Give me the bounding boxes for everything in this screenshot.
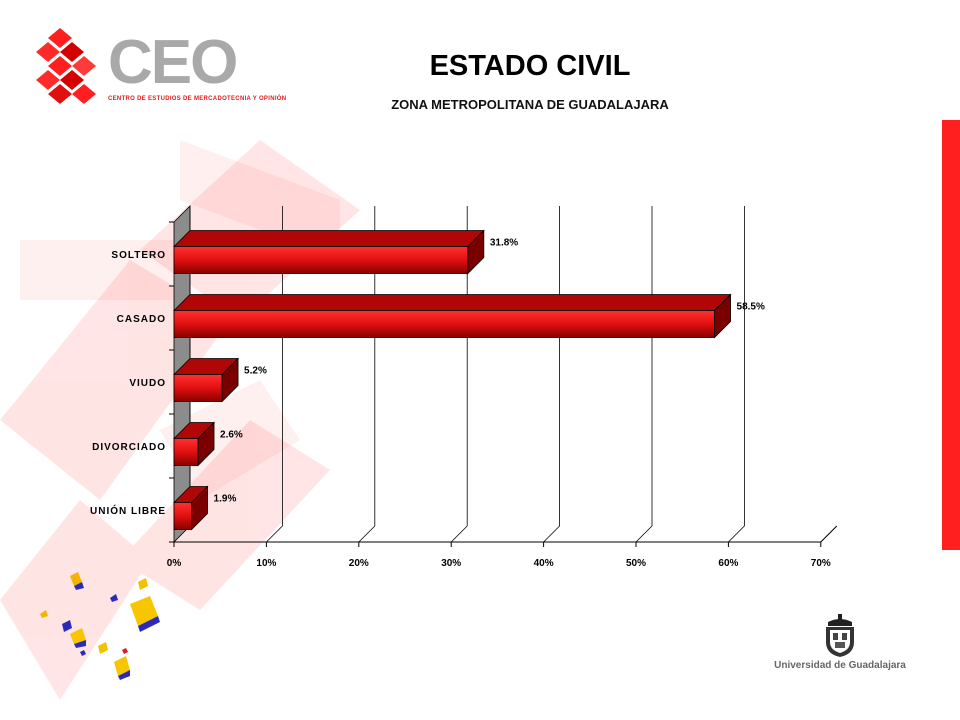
data-labels: 31.8% 58.5% 5.2% 2.6% 1.9% xyxy=(214,238,765,505)
udg-logo-text: Universidad de Guadalajara xyxy=(774,660,906,671)
gridline-foot xyxy=(266,525,283,543)
y-axis-labels: SOLTERO CASADO VIUDO DIVORCIADO UNIÓN LIBRE xyxy=(90,250,166,517)
y-axis-label: UNIÓN LIBRE xyxy=(90,504,166,517)
data-label: 5.2% xyxy=(244,366,267,377)
y-axis-label: DIVORCIADO xyxy=(92,442,166,453)
bar xyxy=(173,421,215,467)
bar-front-face xyxy=(173,374,223,402)
gridline-foot xyxy=(543,525,560,543)
bar xyxy=(173,293,732,339)
data-label: 1.9% xyxy=(214,494,237,505)
bar xyxy=(173,357,240,403)
ceo-logo-text: CEO xyxy=(108,28,238,97)
y-axis-label: VIUDO xyxy=(129,378,166,389)
udg-logo: Universidad de Guadalajara xyxy=(770,612,910,682)
ceo-logo: CEO CENTRO DE ESTUDIOS DE MERCADOTECNIA … xyxy=(28,28,286,112)
bar-top-face xyxy=(173,230,485,247)
ceo-logo-tagline: CENTRO DE ESTUDIOS DE MERCADOTECNIA Y OP… xyxy=(108,96,287,102)
x-tick-label: 70% xyxy=(811,558,831,569)
x-tick-label: 50% xyxy=(626,558,646,569)
x-tick-label: 60% xyxy=(718,558,738,569)
x-tick-label: 30% xyxy=(441,558,461,569)
bar-front-face xyxy=(173,502,192,530)
chart-bars xyxy=(173,229,732,531)
bar-front-face xyxy=(173,310,715,338)
x-tick-label: 20% xyxy=(349,558,369,569)
accent-bar xyxy=(942,120,960,550)
x-tick-label: 10% xyxy=(256,558,276,569)
gridline-foot xyxy=(728,525,745,543)
data-label: 31.8% xyxy=(490,238,518,249)
bar-front-face xyxy=(173,438,199,466)
ceo-logo-icon xyxy=(36,28,96,104)
y-axis-label: CASADO xyxy=(117,314,166,325)
data-label: 58.5% xyxy=(737,302,765,313)
page-subtitle: ZONA METROPOLITANA DE GUADALAJARA xyxy=(391,97,669,112)
confetti-decoration xyxy=(40,572,160,680)
bar-front-face xyxy=(173,246,469,274)
bar-top-face xyxy=(173,294,732,311)
data-label: 2.6% xyxy=(220,430,243,441)
gridline-foot xyxy=(450,525,468,543)
page-title: ESTADO CIVIL xyxy=(429,50,631,82)
x-axis-ticks: 0% 10% 20% 30% 40% 50% 60% 70% xyxy=(167,542,831,569)
floor-edge xyxy=(820,525,838,543)
y-axis-label: SOLTERO xyxy=(111,250,166,261)
x-tick-label: 40% xyxy=(534,558,554,569)
bar xyxy=(173,229,485,275)
gridline-foot xyxy=(358,525,376,543)
udg-crest-icon xyxy=(826,614,854,657)
x-tick-label: 0% xyxy=(167,558,182,569)
gridline-foot xyxy=(635,525,653,543)
bar xyxy=(173,485,209,531)
